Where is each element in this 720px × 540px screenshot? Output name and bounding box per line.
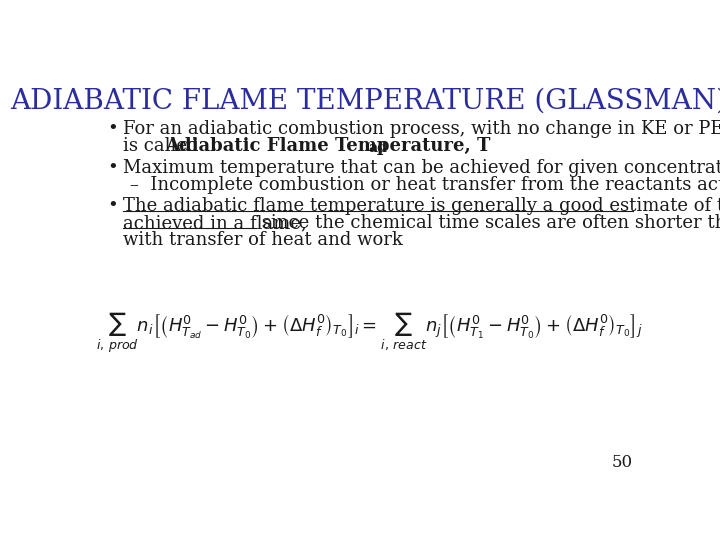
Text: 50: 50 [611, 454, 632, 471]
Text: –  Incomplete combustion or heat transfer from the reactants act to lower the te: – Incomplete combustion or heat transfer… [130, 176, 720, 194]
Text: achieved in a flame,: achieved in a flame, [122, 214, 306, 232]
Text: •: • [107, 159, 118, 177]
Text: ADIABATIC FLAME TEMPERATURE (GLASSMAN): ADIABATIC FLAME TEMPERATURE (GLASSMAN) [11, 88, 720, 115]
Text: Maximum temperature that can be achieved for given concentrations of reactants: Maximum temperature that can be achieved… [122, 159, 720, 177]
Text: Adiabatic Flame Temperature, T: Adiabatic Flame Temperature, T [165, 137, 490, 155]
Text: with transfer of heat and work: with transfer of heat and work [122, 231, 402, 249]
Text: For an adiabatic combustion process, with no change in KE or PE, temperature of : For an adiabatic combustion process, wit… [122, 120, 720, 138]
Text: is called: is called [122, 137, 204, 155]
Text: •: • [107, 120, 118, 138]
Text: •: • [107, 197, 118, 215]
Text: ad: ad [368, 141, 387, 155]
Text: $\sum_{i,\,prod} n_i \left[\left(H^0_{T_{ad}} - H^0_{T_0}\right) + \left(\Delta : $\sum_{i,\,prod} n_i \left[\left(H^0_{T_… [96, 310, 642, 355]
Text: since the chemical time scales are often shorter than those associated: since the chemical time scales are often… [256, 214, 720, 232]
Text: The adiabatic flame temperature is generally a good estimate of the actual tempe: The adiabatic flame temperature is gener… [122, 197, 720, 215]
